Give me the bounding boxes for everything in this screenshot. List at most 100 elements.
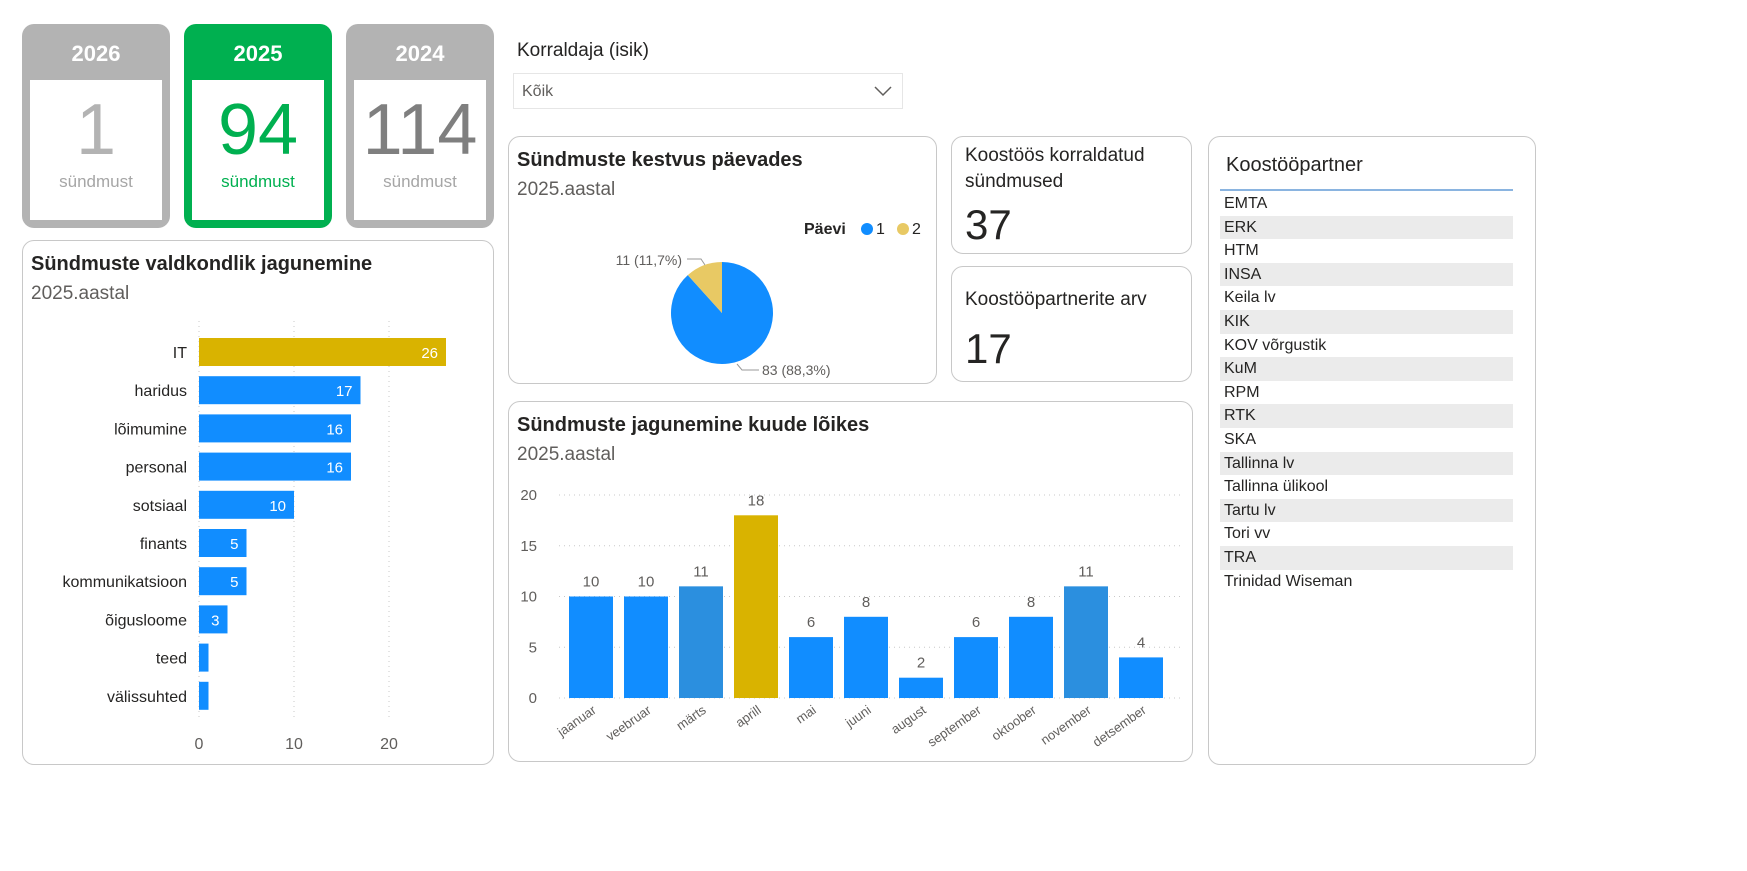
- partner-row[interactable]: EMTA: [1224, 195, 1268, 212]
- partner-row[interactable]: TRA: [1220, 545, 1513, 570]
- event-count: 1: [75, 90, 117, 170]
- monthly-chart-card: Sündmuste jagunemine kuude lõikes 2025.a…: [508, 401, 1193, 762]
- partner-header[interactable]: Koostööpartner: [1226, 154, 1363, 176]
- category-label: õigusloome: [105, 612, 187, 629]
- y-tick-label: 15: [520, 538, 537, 555]
- category-label: haridus: [135, 383, 187, 400]
- bar: [199, 605, 228, 634]
- bar: [199, 567, 247, 596]
- legend-marker: [861, 223, 873, 235]
- category-label: personal: [126, 460, 187, 477]
- bar: [789, 637, 833, 698]
- chart-subtitle: 2025.aastal: [31, 283, 130, 304]
- partner-row[interactable]: RTK: [1220, 404, 1513, 428]
- partner-table-card: Koostööpartner EMTA ERK HTM INSA Keila lv KIK…: [1208, 136, 1536, 765]
- category-label: kommunikatsioon: [63, 574, 188, 591]
- bar: [734, 515, 778, 698]
- partner-row[interactable]: Keila lv: [1224, 289, 1276, 307]
- partner-row[interactable]: KIK: [1220, 309, 1513, 334]
- bar: [844, 616, 888, 698]
- pie-slice: [687, 262, 722, 313]
- partner-row[interactable]: HTM: [1224, 242, 1259, 260]
- kpi-title: Koostööpartnerite arv: [965, 289, 1147, 310]
- kpi-value: 17: [965, 325, 1012, 372]
- data-label: 4: [1137, 634, 1145, 651]
- event-count: 114: [362, 90, 478, 170]
- bar: [569, 596, 613, 698]
- year-card-body: 94 sündmust: [192, 80, 324, 220]
- partner-row[interactable]: Tallinna lv: [1220, 451, 1513, 476]
- bar: [1009, 616, 1053, 698]
- category-label: välissuhted: [107, 689, 187, 706]
- x-tick-label: 20: [380, 736, 398, 753]
- partner-list: EMTA ERK HTM INSA Keila lv KIK KOV võrgustik Ku…: [1220, 192, 1513, 593]
- x-tick-label: september: [925, 702, 984, 750]
- x-tick-label: veebruar: [603, 702, 654, 744]
- monthly-bar-chart: 0 5 10 15 20 10 jaanuar 10 veebruar 11 märts 18 apri…: [520, 487, 1184, 750]
- bar: [199, 452, 351, 481]
- partner-row[interactable]: INSA: [1220, 262, 1513, 287]
- category-bar-chart: 0 10 20 IT 26 haridus 17 lõimumine 16 personal 16 s…: [63, 321, 446, 753]
- partner-row[interactable]: Tori vv: [1224, 525, 1271, 543]
- bar: [1064, 586, 1108, 698]
- data-label: 2: [917, 655, 925, 672]
- x-tick-label: oktoober: [989, 702, 1040, 744]
- chart-title: Sündmuste jagunemine kuude lõikes: [517, 414, 870, 436]
- bar: [899, 677, 943, 698]
- chart-subtitle: 2025.aastal: [517, 179, 616, 200]
- year-card-2025[interactable]: 2025 94 sündmust: [184, 24, 332, 228]
- x-tick-label: märts: [673, 702, 709, 733]
- category-chart-card: Sündmuste valdkondlik jagunemine 2025.aa…: [22, 240, 494, 765]
- x-tick-label: 10: [285, 736, 303, 753]
- category-label: lõimumine: [114, 421, 187, 438]
- partner-row[interactable]: Trinidad Wiseman: [1224, 572, 1353, 590]
- slicer-label: Korraldaja (isik): [517, 40, 649, 61]
- legend-title: Päevi: [804, 221, 846, 238]
- x-tick-label: aprill: [733, 702, 764, 730]
- y-tick-label: 5: [529, 639, 537, 656]
- partner-row[interactable]: Tallinna ülikool: [1224, 478, 1329, 496]
- data-label: 10: [269, 498, 286, 515]
- data-label: 10: [583, 574, 600, 591]
- year-card-2026[interactable]: 2026 1 sündmust: [22, 24, 170, 228]
- event-count-label: sündmust: [383, 172, 457, 191]
- partner-row[interactable]: KOV võrgustik: [1224, 336, 1327, 354]
- year-card-2024[interactable]: 2024 114 sündmust: [346, 24, 494, 228]
- bar: [199, 490, 294, 519]
- bar: [199, 338, 446, 366]
- dropdown-value: Kõik: [522, 83, 554, 100]
- partner-row[interactable]: KuM: [1220, 357, 1513, 381]
- partner-row[interactable]: SKA: [1224, 430, 1257, 448]
- y-tick-label: 20: [520, 487, 537, 504]
- x-tick-label: 0: [195, 736, 204, 753]
- bar: [954, 637, 998, 698]
- category-label: sotsiaal: [133, 498, 187, 515]
- data-label: 11 (11,7%): [616, 252, 682, 268]
- kpi-card-partner-count: Koostööpartnerite arv 17: [951, 266, 1192, 382]
- data-label: 16: [326, 421, 343, 438]
- bar: [199, 643, 209, 672]
- bar: [199, 414, 351, 443]
- x-tick-label: mai: [793, 702, 819, 726]
- bar: [679, 586, 723, 698]
- category-label: IT: [173, 345, 187, 362]
- kpi-card-collab-events: Koostöös korraldatud sündmused 37: [951, 136, 1192, 254]
- organizer-dropdown[interactable]: Kõik: [513, 73, 903, 109]
- data-label: 10: [638, 574, 655, 591]
- data-label: 3: [211, 612, 219, 629]
- partner-row[interactable]: Tartu lv: [1220, 498, 1513, 523]
- year-label: 2024: [395, 41, 445, 66]
- header-divider: [1220, 189, 1513, 191]
- partner-row[interactable]: ERK: [1220, 215, 1513, 240]
- bar: [199, 376, 361, 405]
- leader-line: [687, 258, 706, 266]
- category-label: finants: [140, 536, 187, 553]
- y-tick-label: 10: [520, 589, 537, 606]
- partner-row[interactable]: RPM: [1224, 383, 1260, 401]
- chart-subtitle: 2025.aastal: [517, 444, 616, 465]
- data-label: 11: [693, 563, 709, 580]
- data-label: 5: [230, 536, 238, 553]
- chevron-down-icon: [874, 86, 892, 97]
- data-label: 8: [862, 594, 870, 611]
- legend-marker: [897, 223, 909, 235]
